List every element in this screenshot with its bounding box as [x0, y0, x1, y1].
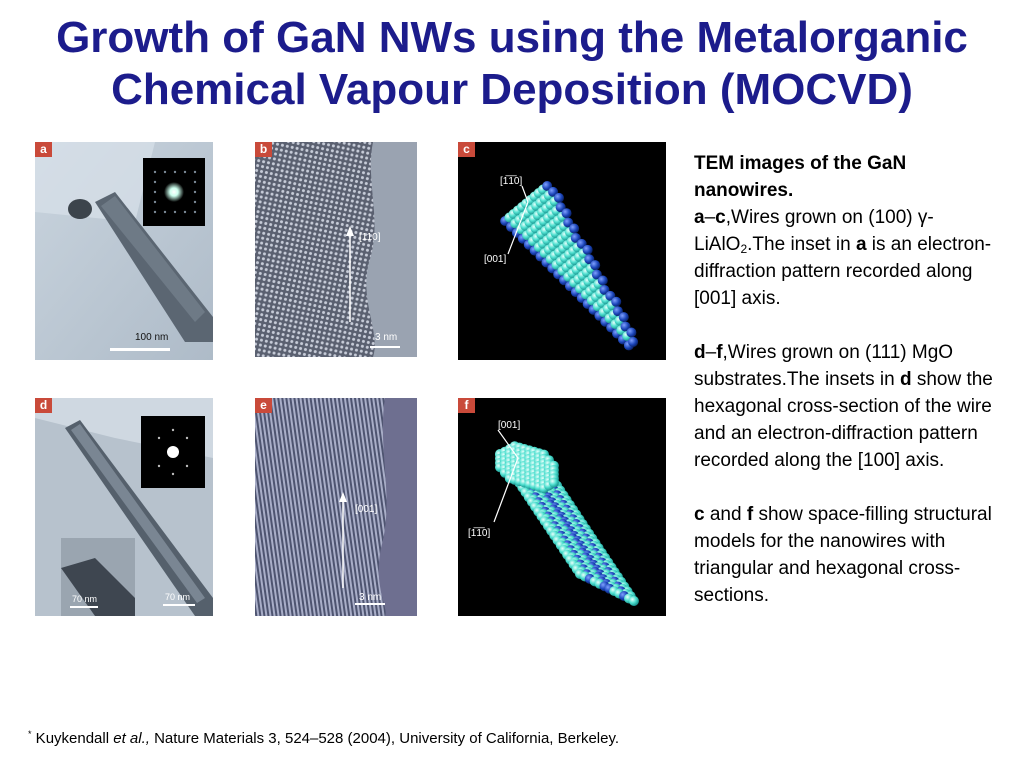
caption-paragraph-df: d–f,Wires grown on (111) MgO substrates.…: [694, 342, 993, 471]
caption-paragraph-cf: c and f show space-filling structural mo…: [694, 504, 992, 606]
panel-e-label: e: [255, 398, 272, 413]
panel-e-direction-label: [001]: [355, 504, 378, 515]
caption-paragraph-ac: TEM images of the GaN nanowires. a–c,Wir…: [694, 153, 992, 309]
panel-d-label: d: [35, 398, 52, 413]
panel-a-scale-bar-label: 100 nm: [135, 332, 169, 343]
panel-c-structure-model: [500, 181, 639, 351]
panel-b-label: b: [255, 142, 272, 157]
panel-a-label: a: [35, 142, 52, 157]
citation-footnote: * Kuykendall et al., Nature Materials 3,…: [28, 729, 620, 747]
panel-c-direction-top: [1̅1̅0]: [500, 176, 523, 187]
panel-f-direction-top: [001]: [498, 420, 521, 431]
panel-f-structure-model: [493, 429, 639, 606]
panel-b-direction-label: [110]: [359, 232, 381, 243]
panel-e: e [001] 3 nm: [255, 398, 417, 616]
panel-d-inset-scale-bar-label: 70 nm: [72, 594, 98, 604]
panel-b: b [110] 3 nm: [255, 142, 417, 357]
panel-d: d 70 nm 70 nm: [35, 398, 213, 616]
panel-f: f [001] [1̅1̅0]: [458, 398, 666, 616]
panel-b-scale-bar-label: 3 nm: [375, 332, 398, 343]
panel-c: c [1̅1̅0] [001]: [458, 142, 666, 360]
panel-c-direction-side: [001]: [484, 254, 507, 265]
slide-title-line1: Growth of GaN NWs using the Metalorganic: [56, 13, 968, 62]
panel-e-scale-bar-label: 3 nm: [359, 592, 382, 603]
panel-f-label: f: [458, 398, 475, 413]
slide-title: Growth of GaN NWs using the Metalorganic…: [0, 12, 1024, 116]
panel-f-direction-side: [1̅1̅0]: [468, 528, 491, 539]
figure-caption: TEM images of the GaN nanowires. a–c,Wir…: [694, 150, 994, 636]
panel-c-label: c: [458, 142, 475, 157]
panel-e-hrtem-image: [255, 398, 417, 616]
panel-b-hrtem-image: [255, 142, 417, 357]
panel-d-scale-bar-label: 70 nm: [165, 592, 191, 602]
slide-title-line2: Chemical Vapour Deposition (MOCVD): [111, 65, 913, 114]
footnote-marker: *: [28, 729, 32, 739]
panel-a-tem-image: [35, 142, 213, 360]
panel-a: a 100 nm: [35, 142, 213, 360]
caption-heading: TEM images of the GaN nanowires.: [694, 153, 907, 201]
panel-d-tem-image: [35, 398, 213, 616]
